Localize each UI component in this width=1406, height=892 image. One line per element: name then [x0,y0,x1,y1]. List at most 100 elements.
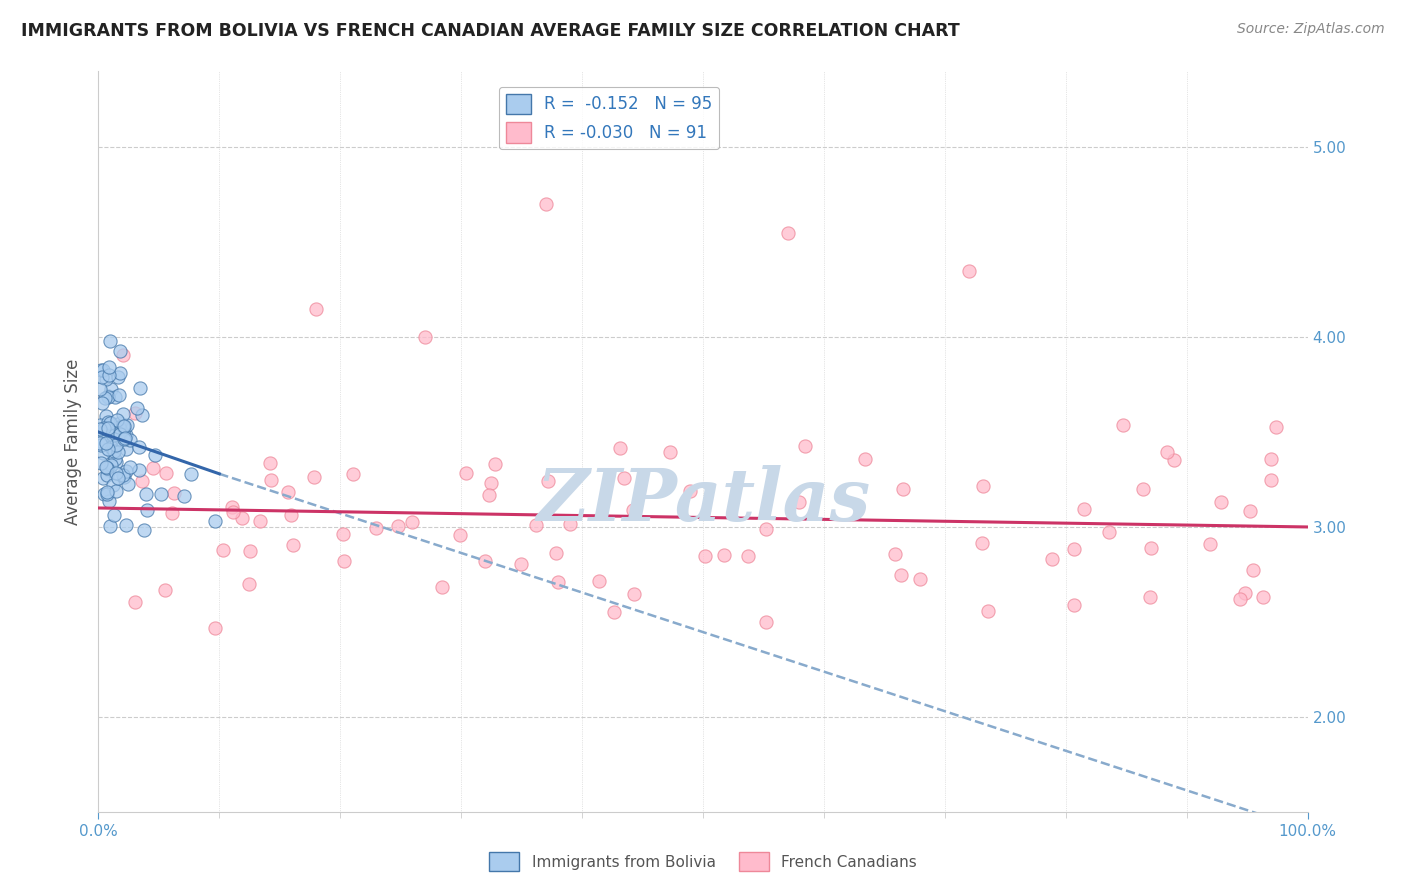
Point [1132,483,1154,497]
Point [103,444,125,458]
Point [101,428,124,442]
Point [621,503,644,517]
Point [537,475,560,489]
Point [280,508,302,522]
Point [100,458,122,473]
Point [128,441,150,455]
Point [277,484,299,499]
Point [98,416,121,430]
Point [100,435,122,450]
Point [588,574,610,588]
Point [510,557,533,571]
Point [1209,495,1232,509]
Point [430,580,453,594]
Point [91,395,114,409]
Point [112,422,135,436]
Point [112,419,135,434]
Point [132,523,155,537]
Point [93,425,115,440]
Point [143,448,166,462]
Point [128,381,150,395]
Point [96,459,118,474]
Point [239,544,262,558]
Point [97,390,120,404]
Point [91,470,114,484]
Point [957,263,980,277]
Point [449,528,471,542]
Point [96,467,118,482]
Point [111,468,134,483]
Point [100,416,122,430]
Point [793,439,815,453]
Point [112,407,135,421]
Point [281,538,304,552]
Point [238,577,260,591]
Point [1229,592,1251,607]
Point [524,517,547,532]
Point [98,334,121,348]
Point [100,519,122,533]
Point [305,301,328,316]
Point [713,548,735,562]
Point [124,595,146,609]
Point [115,442,138,456]
Point [364,521,387,535]
Text: Source: ZipAtlas.com: Source: ZipAtlas.com [1237,22,1385,37]
Point [89,363,111,377]
Point [94,372,117,386]
Point [96,461,118,475]
Point [546,545,568,559]
Point [142,461,165,475]
Point [107,445,129,459]
Point [972,479,994,493]
Point [534,197,557,211]
Point [98,359,121,374]
Point [96,487,118,501]
Point [128,463,150,477]
Point [302,470,325,484]
Point [478,487,501,501]
Point [1251,590,1274,604]
Point [173,489,195,503]
Point [115,464,138,478]
Point [93,392,115,406]
Point [125,401,148,415]
Point [105,413,128,427]
Point [221,500,243,515]
Point [103,426,125,441]
Point [91,362,114,376]
Point [155,466,177,480]
Point [1239,504,1261,518]
Text: ZIPatlas: ZIPatlas [536,466,870,536]
Point [204,621,226,635]
Point [96,415,118,429]
Point [93,487,115,501]
Point [97,389,120,403]
Point [97,420,120,434]
Point [104,452,127,467]
Point [111,348,134,362]
Point [1140,541,1163,555]
Y-axis label: Average Family Size: Average Family Size [65,359,83,524]
Point [94,409,117,423]
Point [180,467,202,481]
Point [136,503,159,517]
Point [891,483,914,497]
Point [163,486,186,500]
Point [1112,418,1135,433]
Point [1241,563,1264,577]
Point [976,604,998,618]
Point [231,511,253,525]
Point [150,487,173,501]
Point [260,473,283,487]
Point [96,436,118,450]
Point [100,440,122,454]
Point [115,428,138,442]
Point [609,442,631,456]
Point [1260,452,1282,467]
Point [135,486,157,500]
Legend: R =  -0.152   N = 95, R = -0.030   N = 91: R = -0.152 N = 95, R = -0.030 N = 91 [499,87,718,150]
Point [787,495,810,509]
Point [342,467,364,482]
Point [114,431,136,445]
